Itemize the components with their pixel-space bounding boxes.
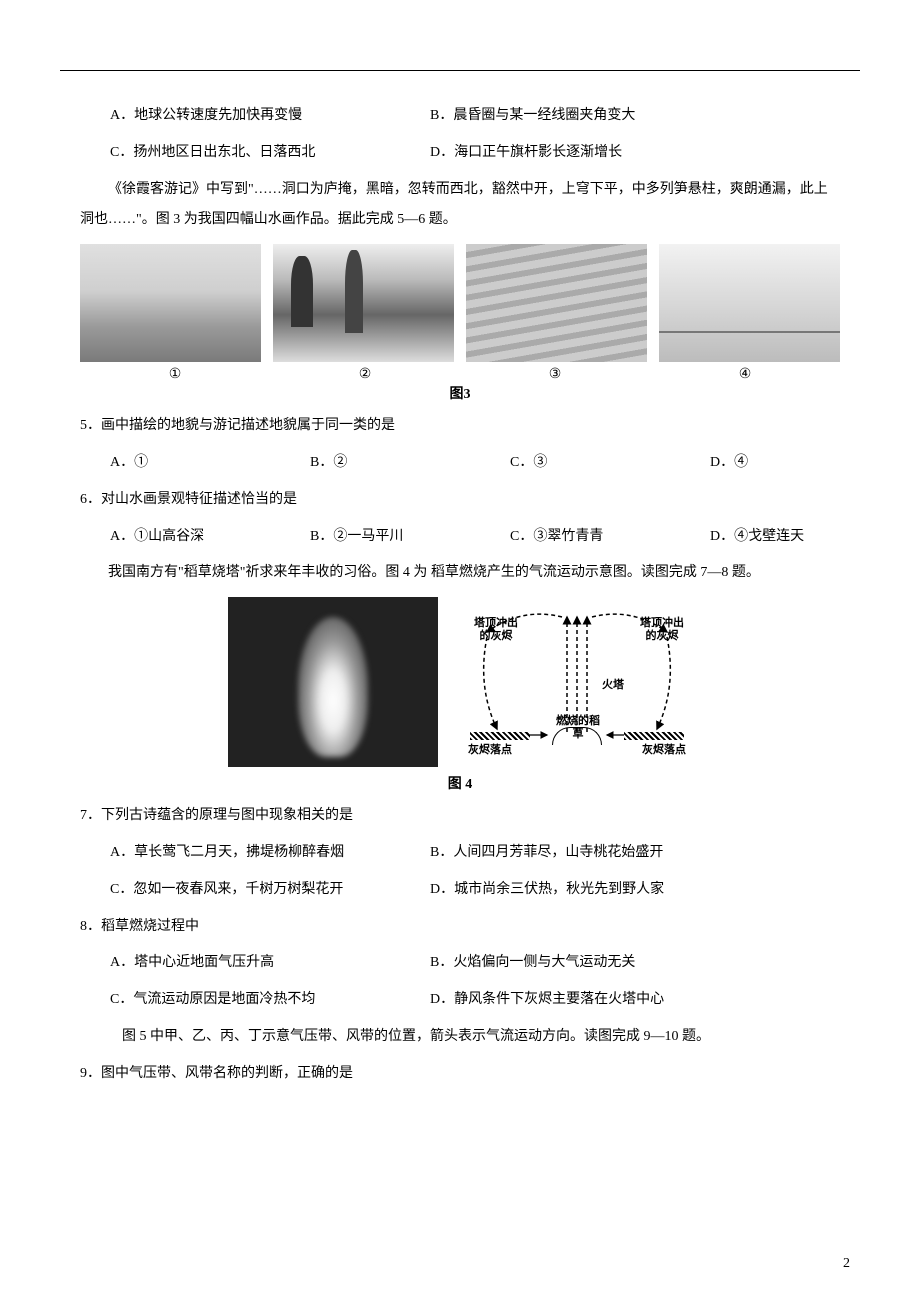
fig4-label-ashright: 灰烬落点 (642, 744, 686, 757)
q6-opt-d: D．④戈壁连天 (710, 522, 870, 553)
fig4-hatch-right (624, 732, 684, 740)
q6-opt-b: B．②一马平川 (310, 522, 470, 553)
q8-options-row1: A．塔中心近地面气压升高 B．火焰偏向一侧与大气运动无关 (110, 948, 860, 979)
q6-options: A．①山高谷深 B．②一马平川 C．③翠竹青青 D．④戈壁连天 (110, 522, 860, 553)
fig4-label-ashleft: 灰烬落点 (468, 744, 512, 757)
prev-question-options-row2: C．扬州地区日出东北、日落西北 D．海口正午旗杆影长逐渐增长 (110, 138, 860, 169)
fig4-photo (228, 597, 438, 767)
figure-3-labels: ① ② ③ ④ (80, 366, 840, 383)
passage-3: 图 5 中甲、乙、丙、丁示意气压带、风带的位置，箭头表示气流运动方向。读图完成 … (80, 1022, 840, 1053)
figure-3-caption: 图3 (60, 383, 860, 403)
passage-2: 我国南方有"稻草烧塔"祈求来年丰收的习俗。图 4 为 稻草燃烧产生的气流运动示意… (80, 558, 840, 589)
q7-opt-a: A．草长莺飞二月天，拂堤杨柳醉春烟 (110, 838, 410, 869)
q7-opt-b: B．人间四月芳菲尽，山寺桃花始盛开 (430, 838, 730, 869)
q5-opt-d: D．④ (710, 448, 870, 479)
fig3-img-4 (659, 244, 840, 362)
q8-opt-d: D．静风条件下灰烬主要落在火塔中心 (430, 985, 730, 1016)
q6-stem: 6．对山水画景观特征描述恰当的是 (80, 485, 860, 516)
q7-opt-c: C．忽如一夜春风来，千树万树梨花开 (110, 875, 410, 906)
fig3-img-1 (80, 244, 261, 362)
prev-opt-a: A．地球公转速度先加快再变慢 (110, 101, 410, 132)
q5-options: A．① B．② C．③ D．④ (110, 448, 860, 479)
q6-opt-a: A．①山高谷深 (110, 522, 270, 553)
figure-4-caption: 图 4 (60, 773, 860, 793)
q5-stem: 5．画中描绘的地貌与游记描述地貌属于同一类的是 (80, 411, 860, 442)
q9-stem: 9．图中气压带、风带名称的判断，正确的是 (80, 1059, 860, 1090)
passage-1: 《徐霞客游记》中写到"……洞口为庐掩，黑暗，忽转而西北，豁然中开，上穹下平，中多… (80, 175, 840, 237)
fig4-ground (470, 731, 684, 741)
q7-options-row2: C．忽如一夜春风来，千树万树梨花开 D．城市尚余三伏热，秋光先到野人家 (110, 875, 860, 906)
fig3-label-3: ③ (460, 366, 650, 383)
figure-4: 塔顶冲出的灰烬 塔顶冲出的灰烬 火塔 燃烧的稻草 灰烬落点 灰烬落点 (60, 597, 860, 767)
page-number: 2 (843, 1256, 850, 1272)
q7-opt-d: D．城市尚余三伏热，秋光先到野人家 (430, 875, 730, 906)
fig4-straw-icon (552, 727, 602, 745)
q7-options-row1: A．草长莺飞二月天，拂堤杨柳醉春烟 B．人间四月芳菲尽，山寺桃花始盛开 (110, 838, 860, 869)
fig4-label-topright: 塔顶冲出的灰烬 (638, 617, 686, 643)
q8-stem: 8．稻草燃烧过程中 (80, 912, 860, 943)
fig3-label-4: ④ (650, 366, 840, 383)
fig4-label-fire: 火塔 (602, 679, 624, 692)
q5-opt-b: B．② (310, 448, 470, 479)
q5-opt-c: C．③ (510, 448, 670, 479)
fig4-diagram: 塔顶冲出的灰烬 塔顶冲出的灰烬 火塔 燃烧的稻草 灰烬落点 灰烬落点 (462, 597, 692, 767)
q8-options-row2: C．气流运动原因是地面冷热不均 D．静风条件下灰烬主要落在火塔中心 (110, 985, 860, 1016)
prev-opt-b: B．晨昏圈与某一经线圈夹角变大 (430, 101, 730, 132)
top-rule (60, 70, 860, 71)
prev-opt-d: D．海口正午旗杆影长逐渐增长 (430, 138, 730, 169)
fig3-img-2 (273, 244, 454, 362)
figure-3-row (80, 244, 840, 362)
fig4-label-topleft: 塔顶冲出的灰烬 (472, 617, 520, 643)
prev-question-options-row1: A．地球公转速度先加快再变慢 B．晨昏圈与某一经线圈夹角变大 (110, 101, 860, 132)
prev-opt-c: C．扬州地区日出东北、日落西北 (110, 138, 410, 169)
fig3-label-2: ② (270, 366, 460, 383)
q8-opt-c: C．气流运动原因是地面冷热不均 (110, 985, 410, 1016)
fig3-label-1: ① (80, 366, 270, 383)
q8-opt-a: A．塔中心近地面气压升高 (110, 948, 410, 979)
fig4-hatch-left (470, 732, 530, 740)
fig3-img-3 (466, 244, 647, 362)
q8-opt-b: B．火焰偏向一侧与大气运动无关 (430, 948, 730, 979)
q5-opt-a: A．① (110, 448, 270, 479)
q6-opt-c: C．③翠竹青青 (510, 522, 670, 553)
q7-stem: 7．下列古诗蕴含的原理与图中现象相关的是 (80, 801, 860, 832)
